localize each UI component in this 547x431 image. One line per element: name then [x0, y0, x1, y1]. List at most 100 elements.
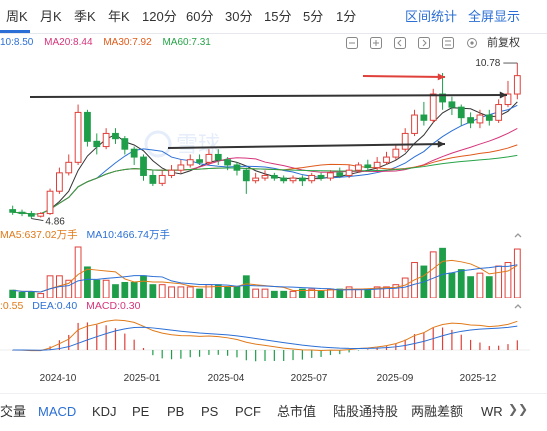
candle-body [448, 101, 456, 108]
candle-body [439, 93, 446, 103]
tab-15min[interactable]: 15分 [264, 9, 292, 24]
candle-body [65, 161, 73, 174]
volume-bar [317, 290, 325, 298]
minus-icon[interactable] [346, 37, 358, 49]
candle-body [373, 161, 381, 169]
tab-60min[interactable]: 60分 [186, 9, 214, 24]
candle-body [401, 132, 409, 150]
volume-bar [270, 290, 278, 298]
macd-histogram-bar [86, 322, 89, 350]
interval-stats-link[interactable]: 区间统计 [405, 9, 458, 24]
candle-body [9, 209, 17, 213]
low-price-label: 4.86 [45, 217, 65, 228]
macd-histogram-bar [357, 350, 360, 351]
candle-body [140, 156, 147, 176]
macd-histogram-bar [479, 342, 481, 350]
tab-monthly-k[interactable]: 月K [40, 9, 62, 24]
volume-bar [149, 284, 157, 298]
watermark: 雪球 [144, 130, 220, 158]
candle-body [504, 93, 512, 106]
volume-bar [429, 251, 437, 298]
macd-histogram-bar [152, 350, 154, 356]
tab-ps[interactable]: PS [201, 404, 219, 419]
date-tick: 2025-09 [376, 373, 414, 384]
volume-bar [112, 284, 119, 298]
tab-margin-balance[interactable]: 两融差额 [411, 404, 464, 419]
macd-dea-value: DEA:0.40 [32, 300, 78, 312]
candle-body [102, 132, 110, 148]
tab-30min[interactable]: 30分 [225, 9, 253, 24]
macd-histogram-bar [180, 350, 182, 359]
volume-bar [495, 265, 503, 298]
candle-body [93, 140, 101, 148]
candle-body [214, 153, 222, 161]
date-tick: 2025-12 [459, 373, 497, 384]
macd-histogram-bar [292, 350, 294, 361]
macd-histogram-bar [217, 350, 219, 355]
volume-bar [401, 277, 409, 298]
macd-dea-line [12, 325, 518, 351]
candle-body [355, 164, 362, 171]
tab-market-cap[interactable]: 总市值 [277, 404, 317, 419]
tab-120min[interactable]: 120分 [142, 9, 177, 24]
tab-weekly-k[interactable]: 周K [6, 9, 28, 24]
tab-volume[interactable]: 交量 [0, 404, 27, 419]
trend-arrow-red-head [437, 73, 445, 81]
volume-bar [130, 281, 138, 298]
macd-histogram-bar [311, 350, 313, 358]
vol-ma10-line [12, 264, 518, 293]
candle-body [383, 156, 390, 163]
plus-icon[interactable] [370, 37, 382, 49]
arrow-right-icon[interactable] [418, 37, 430, 49]
macd-histogram-bar [96, 324, 98, 350]
candle-body [476, 114, 484, 124]
trend-arrow-lower-head [437, 140, 445, 148]
volume-bar [27, 291, 35, 298]
volume-bar [158, 284, 166, 298]
tab-pcf[interactable]: PCF [235, 404, 261, 419]
tab-macd[interactable]: MACD [38, 404, 77, 419]
candle-body [177, 164, 185, 171]
macd-histogram-bar [255, 350, 257, 362]
tab-quarterly-k[interactable]: 季K [74, 9, 96, 24]
tab-5min[interactable]: 5分 [303, 9, 324, 24]
fullscreen-link[interactable]: 全屏显示 [468, 9, 521, 24]
macd-histogram-bar [367, 349, 369, 350]
macd-legend: :0.55 DEA:0.40 MACD:0.30 [0, 300, 146, 313]
tab-northbound-holdings[interactable]: 陆股通持股 [333, 404, 399, 419]
active-tab-indicator [0, 30, 30, 33]
macd-collapse-icon[interactable] [513, 301, 523, 311]
macd-histogram-bar [339, 350, 341, 355]
tab-1min[interactable]: 1分 [336, 9, 357, 24]
candle-body [336, 172, 344, 176]
tab-pe[interactable]: PE [132, 404, 150, 419]
volume-bar [224, 286, 232, 298]
volume-bar [298, 288, 306, 298]
watermark-logo-icon [144, 130, 172, 158]
adjust-mode-label[interactable]: 前复权 [487, 37, 520, 49]
arrow-left-icon[interactable] [394, 37, 406, 49]
macd-histogram-bar [413, 334, 416, 350]
macd-histogram-bar [68, 334, 70, 350]
candle-body [364, 164, 372, 169]
fold-icon[interactable] [442, 37, 454, 49]
macd-chart [0, 319, 530, 362]
volume-bar [457, 269, 465, 298]
volume-bar [439, 247, 446, 298]
volume-bar [448, 272, 456, 298]
volume-bar [177, 286, 185, 298]
tab-yearly-k[interactable]: 年K [108, 9, 130, 24]
macd-dif-line [12, 319, 518, 352]
macd-histogram-bar [58, 340, 60, 350]
volume-bar [261, 288, 269, 298]
candle-body [149, 174, 157, 184]
tab-kdj[interactable]: KDJ [92, 404, 117, 419]
settings-icon[interactable] [466, 37, 478, 49]
more-tabs-icon[interactable]: ❯❯ [508, 402, 529, 416]
macd-histogram-bar [404, 339, 406, 350]
volume-collapse-icon[interactable] [513, 230, 523, 240]
tab-pb[interactable]: PB [167, 404, 185, 419]
tab-wr[interactable]: WR [481, 404, 503, 419]
macd-dif-value: :0.55 [0, 300, 24, 312]
volume-chart [9, 246, 521, 298]
